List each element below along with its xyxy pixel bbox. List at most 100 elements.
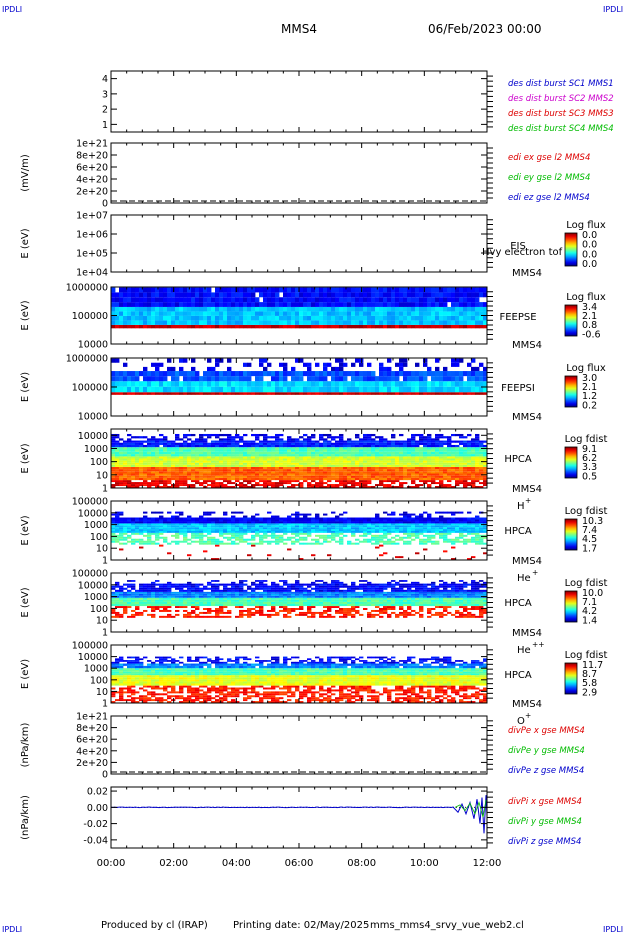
- colorbar-hpca_o: [564, 662, 578, 695]
- xtick-label-2: 04:00: [222, 858, 251, 869]
- legend-divpi-0: divPi x gse MMS4: [508, 797, 582, 807]
- xtick-label-3: 06:00: [285, 858, 314, 869]
- panel-frame-divpi: [110, 786, 488, 849]
- cbar-label-feepsi-3: 0.2: [582, 400, 597, 411]
- footer-produced: Produced by cl (IRAP): [101, 920, 208, 931]
- ytick-label-hpca_he2-0: 100000: [72, 569, 108, 580]
- spectrogram-feepse: [111, 287, 488, 329]
- cbar-title-hpca_h: Log fdist: [565, 434, 608, 445]
- spectrogram-hpca_o: [111, 656, 488, 703]
- ytick-label-burst-1: 3: [102, 89, 108, 100]
- cbar-label-hpca_o-3: 2.9: [582, 687, 597, 698]
- cbar-label-hpca_h-2: 3.3: [582, 462, 597, 473]
- instrument-label-feepse: FEEPSE: [499, 312, 536, 323]
- colorbar-hpca_h: [564, 446, 578, 479]
- ytick-label-burst-3: 1: [102, 120, 108, 131]
- species-charge-hpca_he2: ++: [532, 640, 545, 649]
- cbar-title-hpca_o: Log fdist: [565, 650, 608, 661]
- colorbar-feepsi: [564, 375, 578, 408]
- cbar-label-hpca_he2-1: 7.1: [582, 597, 597, 608]
- cbar-label-hpca_h-3: 0.5: [582, 471, 597, 482]
- legend-divpe-0: divPe x gse MMS4: [508, 726, 585, 736]
- panel-frame-burst: [110, 70, 488, 133]
- ytick-label-eis-3: 1e+04: [76, 268, 108, 279]
- colorbar-hpca_he2: [564, 590, 578, 623]
- panel-eis: 1e+07 1e+06 1e+05 1e+04 E (eV) EIS MMS4 Hvy ele…: [20, 211, 606, 280]
- ytick-label-edi-5: 0: [102, 199, 108, 210]
- cbar-label-hpca_o-2: 5.8: [582, 678, 597, 689]
- cbar-label-eis-1: 0.0: [582, 240, 597, 251]
- spacecraft-title: MMS4: [281, 22, 317, 36]
- corner-label-tr: IPDLI: [603, 5, 624, 14]
- legend-divpi-2: divPi z gse MMS4: [508, 837, 581, 847]
- sc-label-hpca_he1: MMS4: [512, 556, 542, 567]
- spectrogram-hpca_he2: [111, 580, 488, 618]
- panel-feepse: 1000000 100000 10000 E (eV) FEEPSE MMS4 Log fl…: [20, 283, 606, 352]
- instrument-label-feepsi: FEEPSI: [501, 383, 535, 394]
- ytick-label-hpca_h-3: 10: [96, 470, 108, 481]
- ytick-label-feepse-2: 10000: [78, 340, 108, 351]
- ytick-label-hpca_o-1: 10000: [78, 652, 108, 663]
- sc-label-hpca_h: MMS4: [512, 484, 542, 495]
- sc-label-eis: MMS4: [512, 268, 542, 279]
- cbar-label-hpca_o-1: 8.7: [582, 669, 597, 680]
- panel-frame-eis: [110, 214, 488, 273]
- ytick-label-burst-0: 4: [102, 74, 108, 85]
- ylabel-hpca_h: E (eV): [20, 443, 31, 473]
- ytick-label-eis-1: 1e+06: [76, 230, 108, 241]
- sc-label-feepsi: MMS4: [512, 412, 542, 423]
- cbar-label-feepsi-0: 3.0: [582, 373, 597, 384]
- ytick-label-divpi-2: -0.02: [83, 819, 108, 830]
- legend-edi-0: edi ex gse l2 MMS4: [508, 153, 590, 163]
- ytick-label-hpca_he1-3: 100: [90, 532, 108, 543]
- sc-label-feepse: MMS4: [512, 340, 542, 351]
- species-charge-hpca_he1: +: [532, 568, 538, 577]
- ytick-label-hpca_he2-2: 1000: [84, 592, 108, 603]
- colorbar-eis: [564, 232, 578, 267]
- ytick-label-edi-1: 8e+20: [76, 151, 108, 162]
- ytick-label-hpca_he2-5: 1: [102, 628, 108, 639]
- cbar-title-feepsi: Log flux: [566, 363, 606, 374]
- ylabel-divpe: (nPa/km): [20, 723, 31, 768]
- ylabel-feepse: E (eV): [20, 300, 31, 330]
- ytick-label-hpca_h-4: 1: [102, 484, 108, 495]
- date-title: 06/Feb/2023 00:00: [428, 22, 542, 36]
- ytick-label-divpi-3: -0.04: [83, 835, 108, 846]
- ylabel-hpca_he2: E (eV): [20, 587, 31, 617]
- ytick-label-hpca_o-5: 1: [102, 699, 108, 710]
- corner-label-bl: IPDLI: [2, 925, 23, 934]
- ytick-label-divpi-0: 0.02: [87, 787, 108, 798]
- legend-edi-1: edi ey gse l2 MMS4: [508, 173, 590, 183]
- ytick-label-feepsi-2: 10000: [78, 412, 108, 423]
- ytick-label-divpe-5: 0: [102, 770, 108, 781]
- ytick-label-burst-2: 2: [102, 105, 108, 116]
- legend-edi-2: edi ez gse l2 MMS4: [508, 193, 590, 203]
- spectrogram-hpca_he1: [111, 511, 488, 560]
- overlay-label-eis: Hvy electron tof: [482, 247, 563, 258]
- ytick-label-hpca_he2-3: 100: [90, 604, 108, 615]
- species-charge-hpca_o: +: [525, 711, 531, 720]
- footer-printed: Printing date: 02/May/2025: [233, 920, 370, 931]
- ytick-label-edi-3: 4e+20: [76, 175, 108, 186]
- ytick-label-hpca_he1-2: 1000: [84, 520, 108, 531]
- ytick-label-feepsi-1: 100000: [72, 383, 108, 394]
- cbar-title-eis: Log flux: [566, 220, 606, 231]
- ytick-label-eis-0: 1e+07: [76, 211, 108, 222]
- xtick-label-0: 00:00: [97, 858, 126, 869]
- species-label-hpca_he1: He: [517, 573, 531, 584]
- ytick-label-feepse-0: 1000000: [66, 283, 108, 294]
- cbar-label-feepsi-1: 2.1: [582, 382, 597, 393]
- cbar-label-hpca_he1-0: 10.3: [582, 516, 603, 527]
- ytick-label-hpca_he1-0: 100000: [72, 497, 108, 508]
- colorbar-feepse: [564, 304, 578, 337]
- ylabel-edi: (mV/m): [20, 154, 31, 192]
- divpi-z-series: [110, 795, 488, 834]
- ytick-label-divpe-4: 2e+20: [76, 758, 108, 769]
- cbar-label-feepse-3: -0.6: [582, 329, 601, 340]
- ytick-label-hpca_h-1: 1000: [84, 444, 108, 455]
- ylabel-hpca_he1: E (eV): [20, 515, 31, 545]
- ylabel-eis: E (eV): [20, 228, 31, 258]
- ytick-label-hpca_h-0: 10000: [78, 431, 108, 442]
